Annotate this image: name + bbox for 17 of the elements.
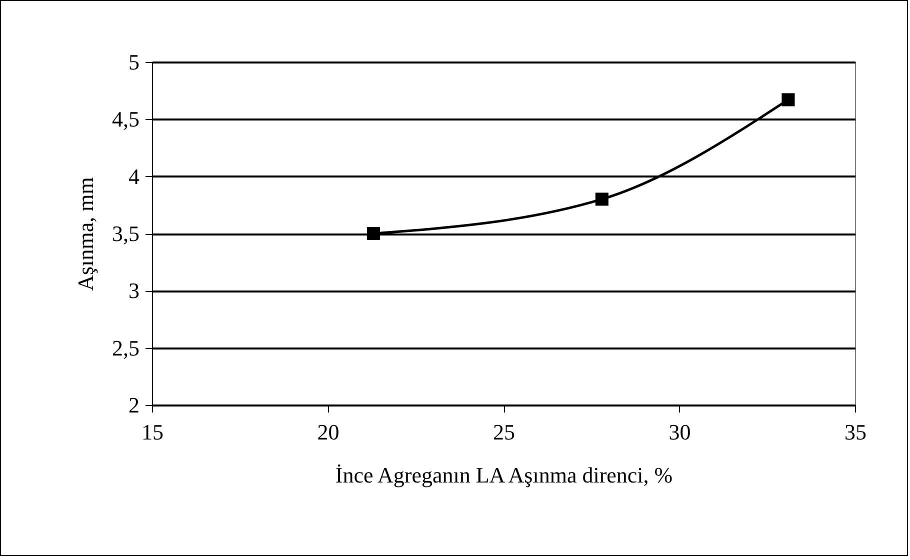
y-tick-label: 2	[128, 392, 140, 418]
x-axis-title: İnce Agreganın LA Aşınma direnci, %	[335, 462, 673, 488]
x-tick-label: 20	[317, 420, 340, 444]
y-axis-title: Aşınma, mm	[73, 177, 98, 291]
x-tick-label: 35	[844, 420, 866, 444]
y-tick-label: 4	[128, 164, 140, 189]
x-tick-label: 15	[142, 420, 164, 444]
y-tick-label: 3	[128, 278, 140, 304]
point	[782, 93, 795, 106]
x-tick-label: 30	[668, 420, 691, 444]
x-tick-label: 25	[493, 420, 515, 444]
point	[366, 226, 380, 240]
y-tick-label: 4,5	[112, 106, 140, 132]
point	[595, 192, 608, 206]
y-tick-label: 2,5	[112, 335, 140, 360]
y-tick-label: 3,5	[112, 221, 140, 246]
y-tick-label: 5	[128, 50, 140, 74]
